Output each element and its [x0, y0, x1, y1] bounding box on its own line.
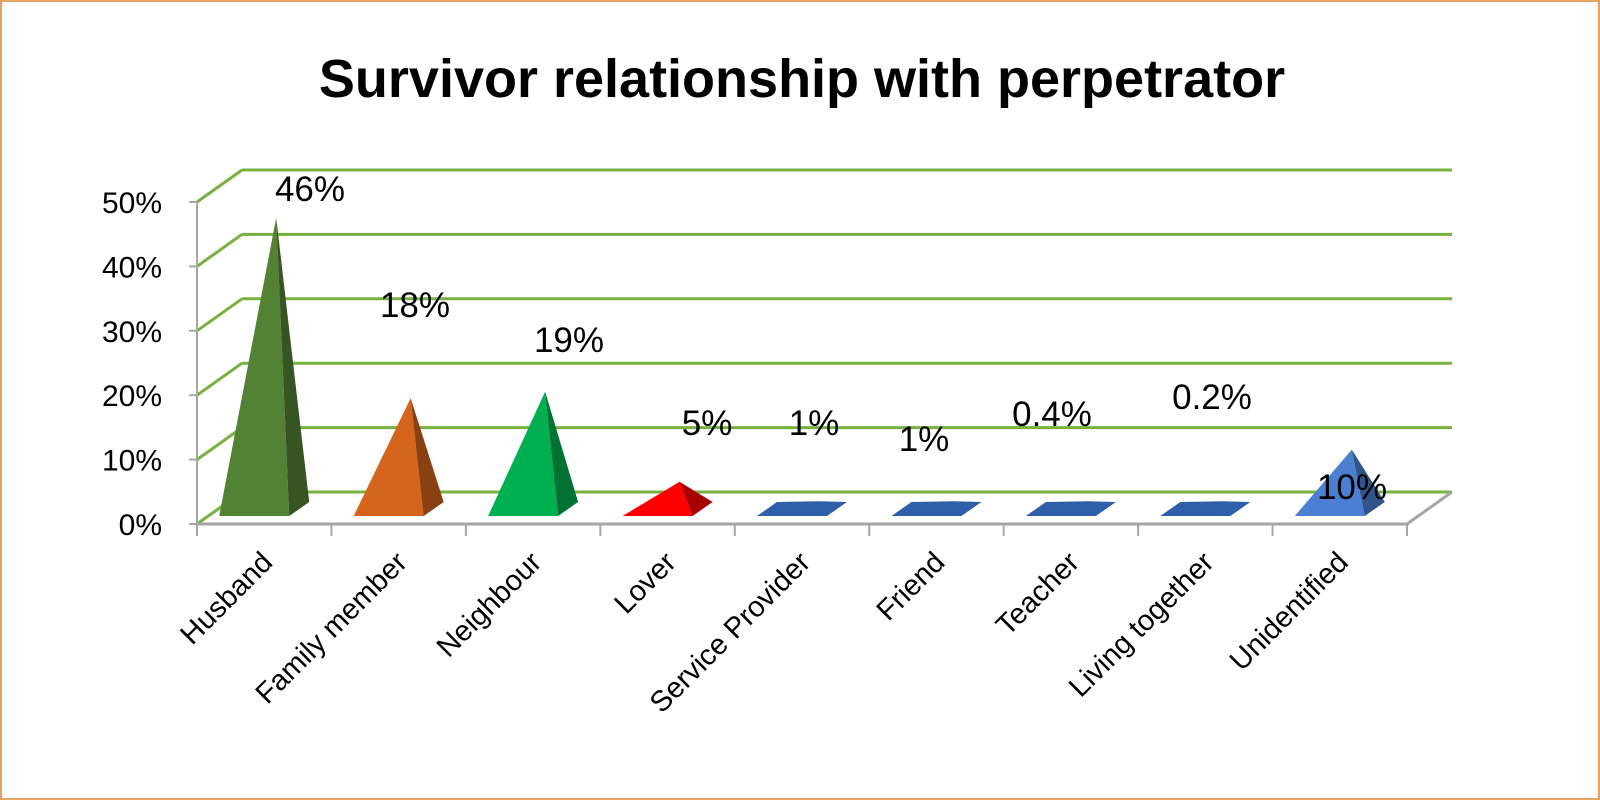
bar — [757, 501, 847, 516]
category-label: Husband — [174, 546, 279, 651]
bar-front-face — [1160, 502, 1251, 516]
category-label: Teacher — [990, 546, 1086, 642]
gridline-diagonal — [196, 426, 243, 461]
data-label: 0.4% — [1012, 395, 1092, 434]
data-label: 1% — [899, 420, 950, 459]
data-label: 19% — [534, 321, 604, 360]
bar-front-face — [353, 398, 424, 516]
y-tick-label: 40% — [102, 251, 162, 284]
data-label: 46% — [275, 170, 345, 209]
category-label: Neighbour — [431, 546, 548, 663]
category-label: Unidentified — [1224, 546, 1355, 677]
bar — [891, 501, 982, 516]
data-label: 5% — [682, 404, 733, 443]
bar-side-face — [679, 481, 713, 516]
y-tick-label: 50% — [102, 187, 162, 220]
bar-side-face — [911, 501, 982, 502]
bar — [219, 217, 310, 516]
y-axis-ticks: 0% 10% 20% 30% 40% 50% — [102, 187, 162, 542]
gridline-diagonal — [196, 233, 243, 268]
category-label: Friend — [871, 546, 952, 627]
bar-side-face — [1351, 449, 1385, 516]
bar-side-face — [777, 501, 847, 502]
bar-side-face — [410, 398, 444, 516]
bar-front-face — [488, 391, 559, 516]
bar-front-face — [219, 217, 290, 516]
bar-side-face — [1180, 501, 1251, 502]
bar-side-face — [276, 217, 310, 516]
x-axis — [189, 201, 1453, 536]
gridline-diagonal — [196, 297, 243, 333]
bar-side-face — [545, 391, 579, 516]
data-label: 10% — [1317, 468, 1387, 507]
y-tick-label: 0% — [119, 509, 162, 542]
bar — [1160, 501, 1251, 516]
y-tick-label: 10% — [102, 445, 162, 478]
gridline-diagonal — [196, 168, 243, 204]
bar-front-face — [1025, 502, 1116, 516]
bar-front-face — [757, 502, 847, 516]
bar — [488, 391, 579, 516]
data-labels: 46% 18% 19% 5% 1% 1% 0.4% 0.2% 10% — [275, 170, 1387, 507]
y-tick-label: 30% — [102, 316, 162, 349]
data-label: 18% — [380, 286, 450, 325]
gridline-diagonal — [196, 361, 243, 397]
bar-front-face — [622, 481, 693, 516]
bars — [219, 217, 1385, 516]
bar — [353, 398, 444, 516]
category-label: Living together — [1063, 546, 1220, 703]
bar — [622, 481, 713, 516]
chart-title: Survivor relationship with perpetrator — [319, 49, 1285, 109]
bar — [1025, 501, 1116, 516]
bar-front-face — [1294, 449, 1365, 516]
data-label: 1% — [789, 404, 840, 443]
bar-front-face — [891, 502, 982, 516]
y-tick-label: 20% — [102, 380, 162, 413]
data-label: 0.2% — [1172, 378, 1252, 417]
category-label: Lover — [609, 546, 683, 620]
floor-right-edge — [1406, 490, 1453, 526]
bar — [1294, 449, 1385, 516]
gridlines — [196, 168, 1452, 526]
bar-side-face — [1045, 501, 1116, 502]
